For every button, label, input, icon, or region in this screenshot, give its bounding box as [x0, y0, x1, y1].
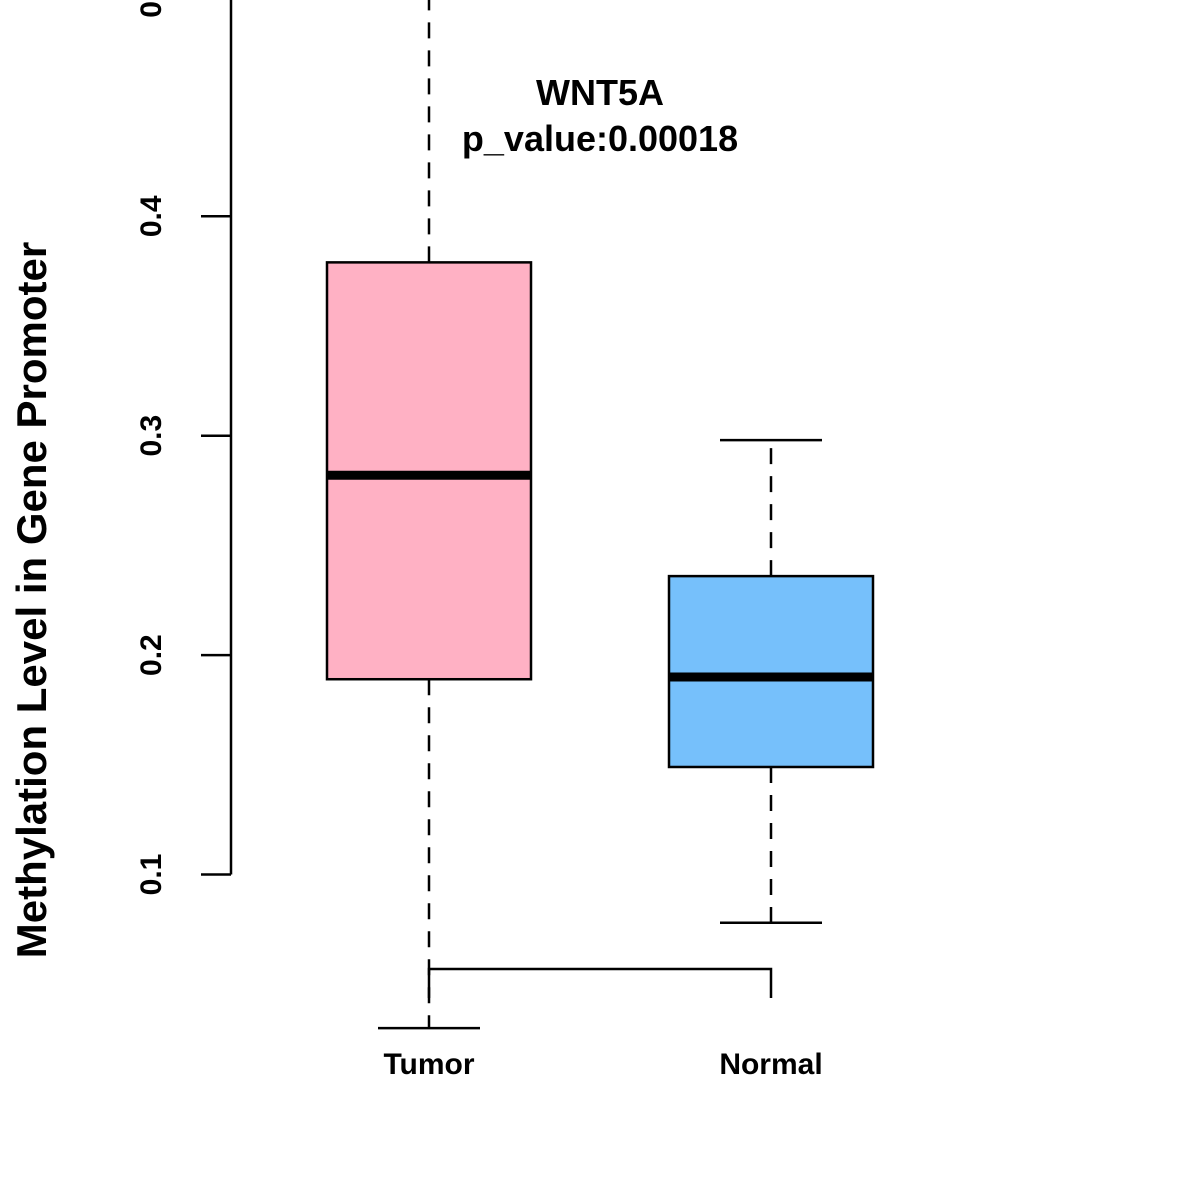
y-tick-label: 0.2 [135, 634, 168, 676]
y-axis-label: Methylation Level in Gene Promoter [8, 242, 55, 958]
x-tick-label: Tumor [383, 1048, 474, 1081]
x-axis-line [427, 967, 773, 998]
y-tick-label: 0.5 [135, 0, 168, 18]
y-tick-label: 0.1 [135, 854, 168, 896]
y-tick-label: 0.4 [135, 195, 168, 237]
y-tick-label: 0.3 [135, 415, 168, 457]
x-tick-label: Normal [719, 1048, 822, 1081]
box-tumor [325, 0, 533, 1030]
chart-title: WNT5A [536, 72, 664, 113]
box-normal [667, 438, 875, 925]
box-body [667, 574, 875, 769]
x-axis: Tumor Normal [383, 967, 823, 1081]
chart-subtitle: p_value:0.00018 [462, 118, 738, 159]
box-group [325, 0, 875, 1030]
y-axis: 0.10.20.30.40.50.6 [135, 0, 233, 896]
